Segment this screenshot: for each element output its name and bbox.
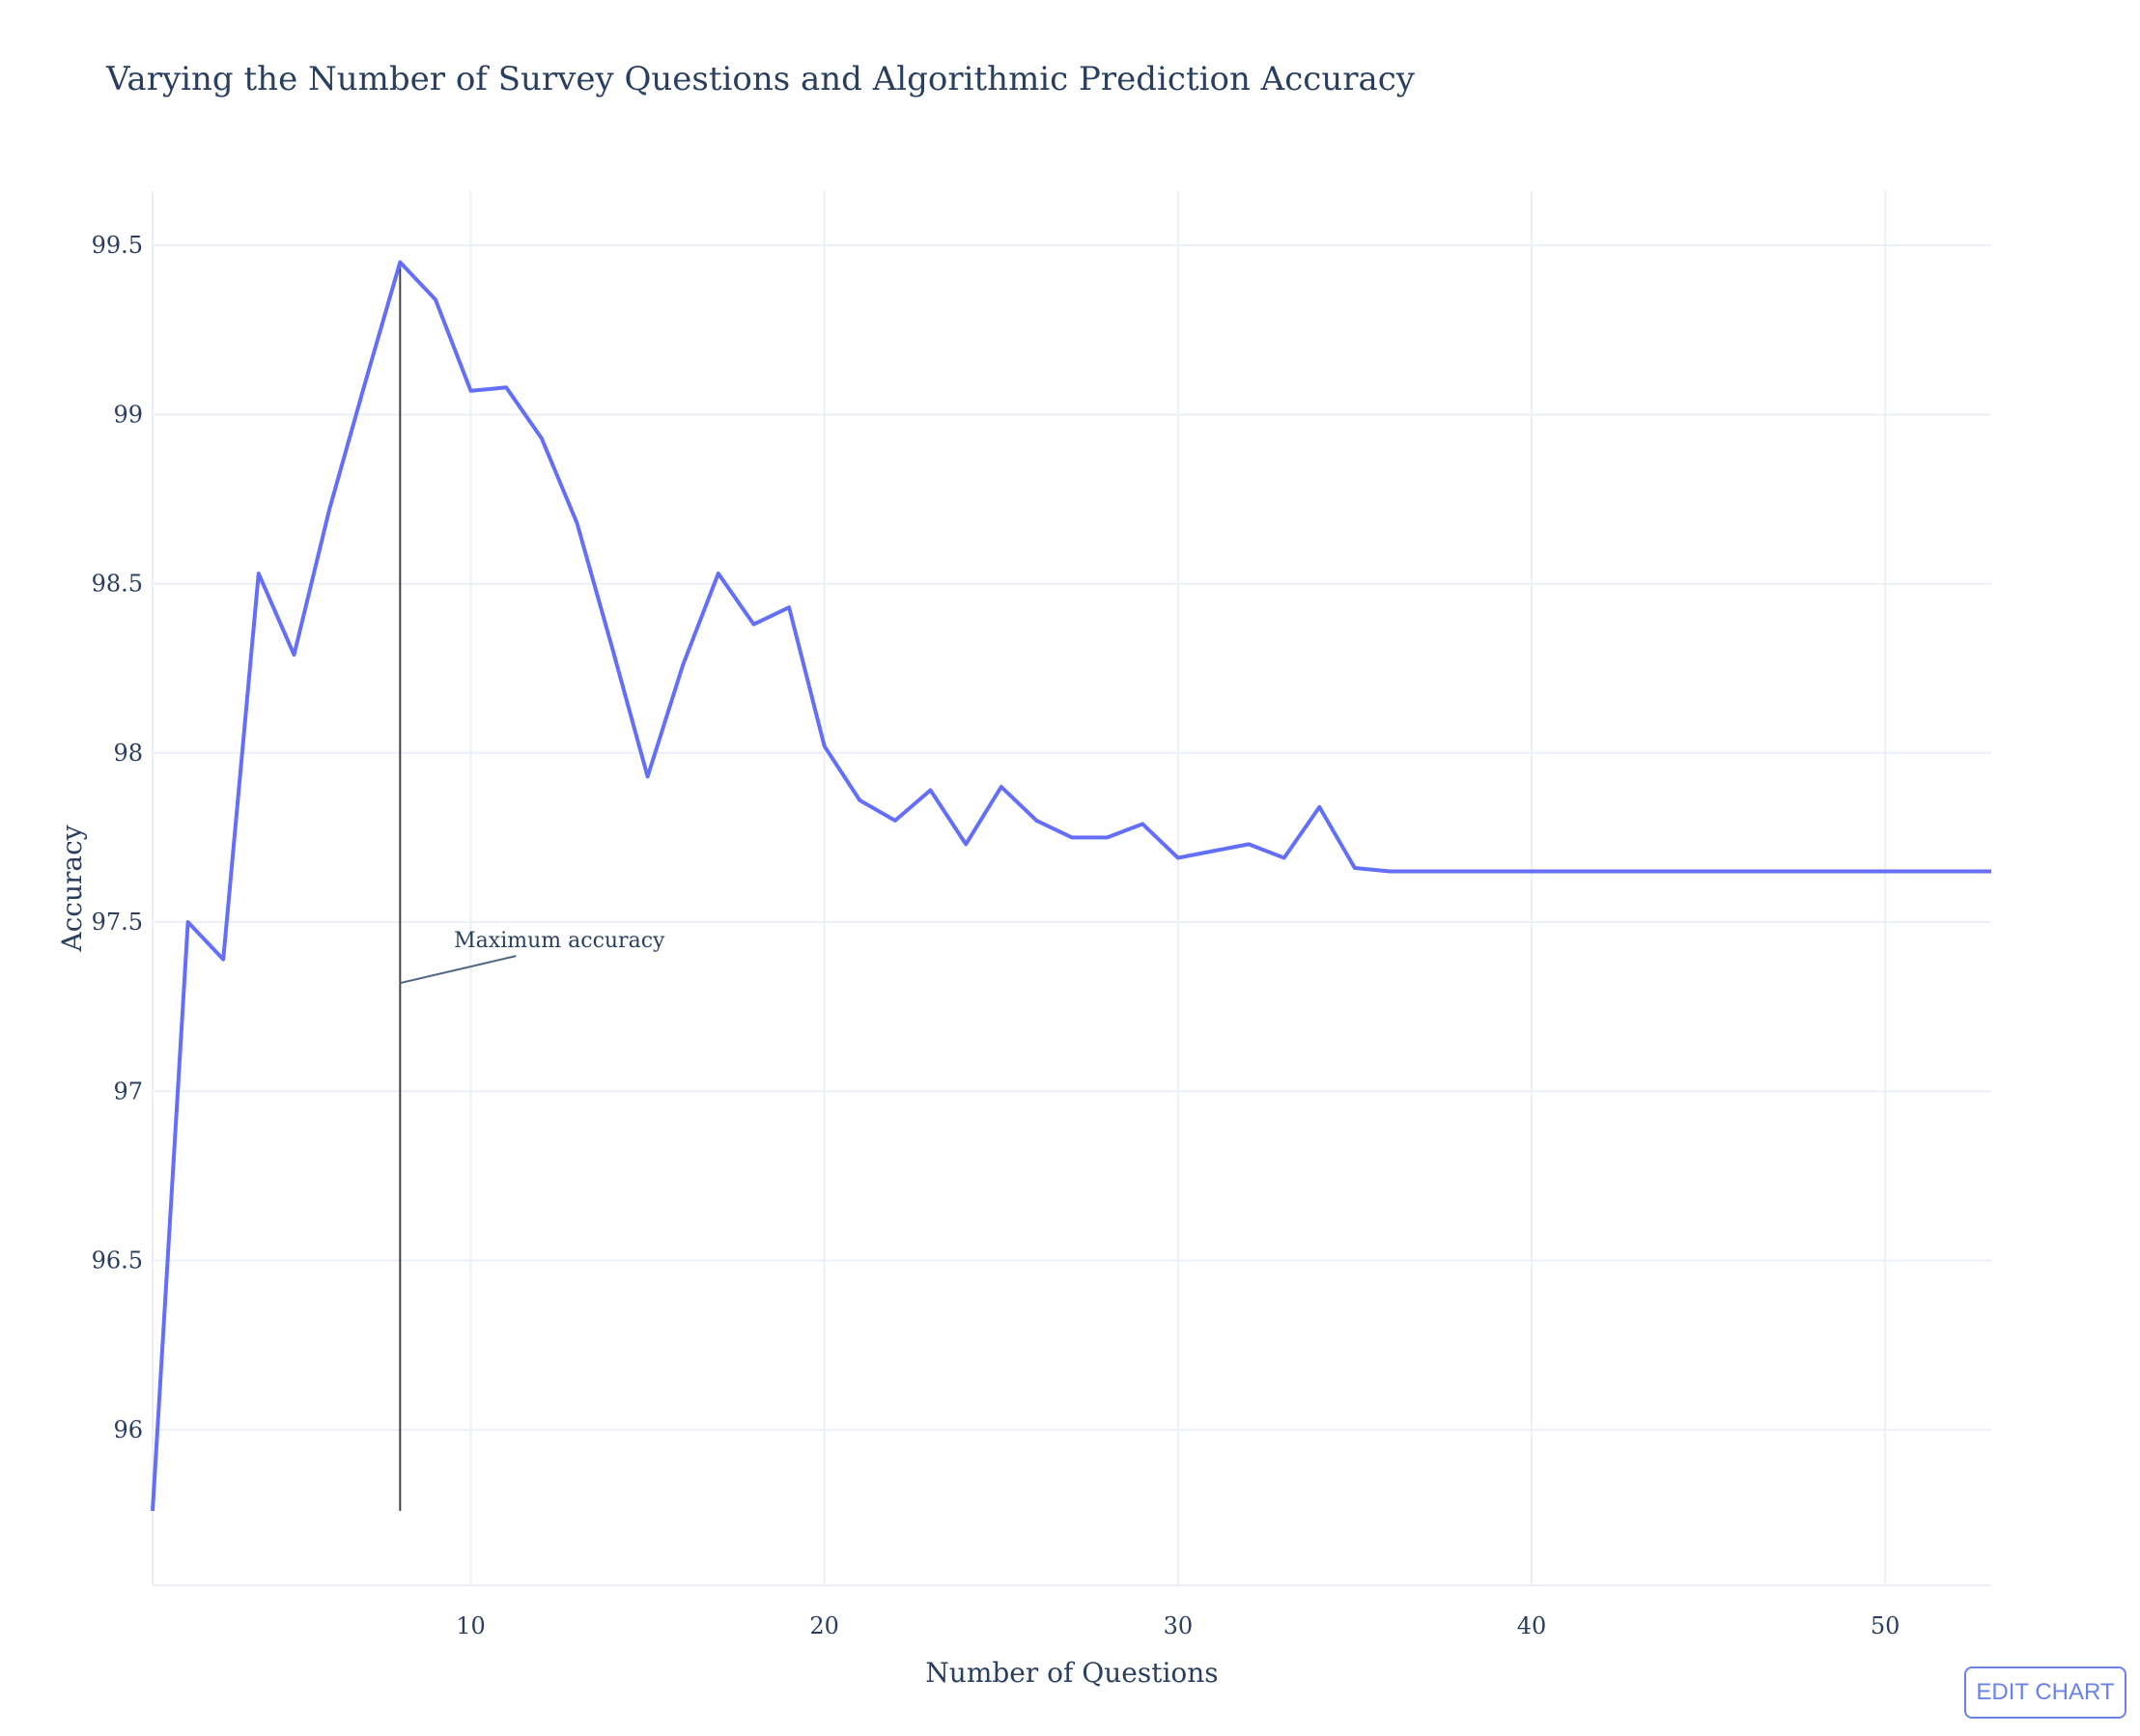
grid-layer bbox=[152, 191, 1991, 1586]
data-layer bbox=[151, 260, 1991, 1512]
y-tick-label: 96.5 bbox=[92, 1247, 143, 1274]
x-tick-label: 10 bbox=[456, 1612, 486, 1639]
annotation-arrow bbox=[400, 955, 517, 985]
y-tick-label: 98 bbox=[113, 740, 143, 767]
y-tick-label: 99.5 bbox=[92, 232, 143, 259]
x-tick-label: 50 bbox=[1871, 1612, 1901, 1639]
accuracy-series-line bbox=[151, 260, 1991, 1512]
y-tick-label: 98.5 bbox=[92, 571, 143, 598]
annotation-label: Maximum accuracy bbox=[454, 929, 665, 953]
y-tick-label: 96 bbox=[113, 1416, 143, 1443]
x-tick-label: 30 bbox=[1164, 1612, 1194, 1639]
y-tick-label: 99 bbox=[113, 401, 143, 428]
chart-title: Varying the Number of Survey Questions a… bbox=[106, 60, 1415, 98]
y-tick-label: 97 bbox=[113, 1078, 143, 1105]
y-tick-label: 97.5 bbox=[92, 909, 143, 936]
x-axis-title: Number of Questions bbox=[925, 1657, 1218, 1689]
edit-chart-button[interactable]: EDIT CHART bbox=[1964, 1666, 2126, 1719]
annotation-layer: Maximum accuracy bbox=[400, 929, 665, 985]
x-tick-label: 40 bbox=[1517, 1612, 1547, 1639]
y-axis-title: Accuracy bbox=[56, 825, 88, 952]
axes-layer: 10 20 30 40 50 96 96.5 97 97.5 98 98.5 99 99.5 Number… bbox=[56, 232, 1900, 1689]
x-tick-label: 20 bbox=[809, 1612, 839, 1639]
